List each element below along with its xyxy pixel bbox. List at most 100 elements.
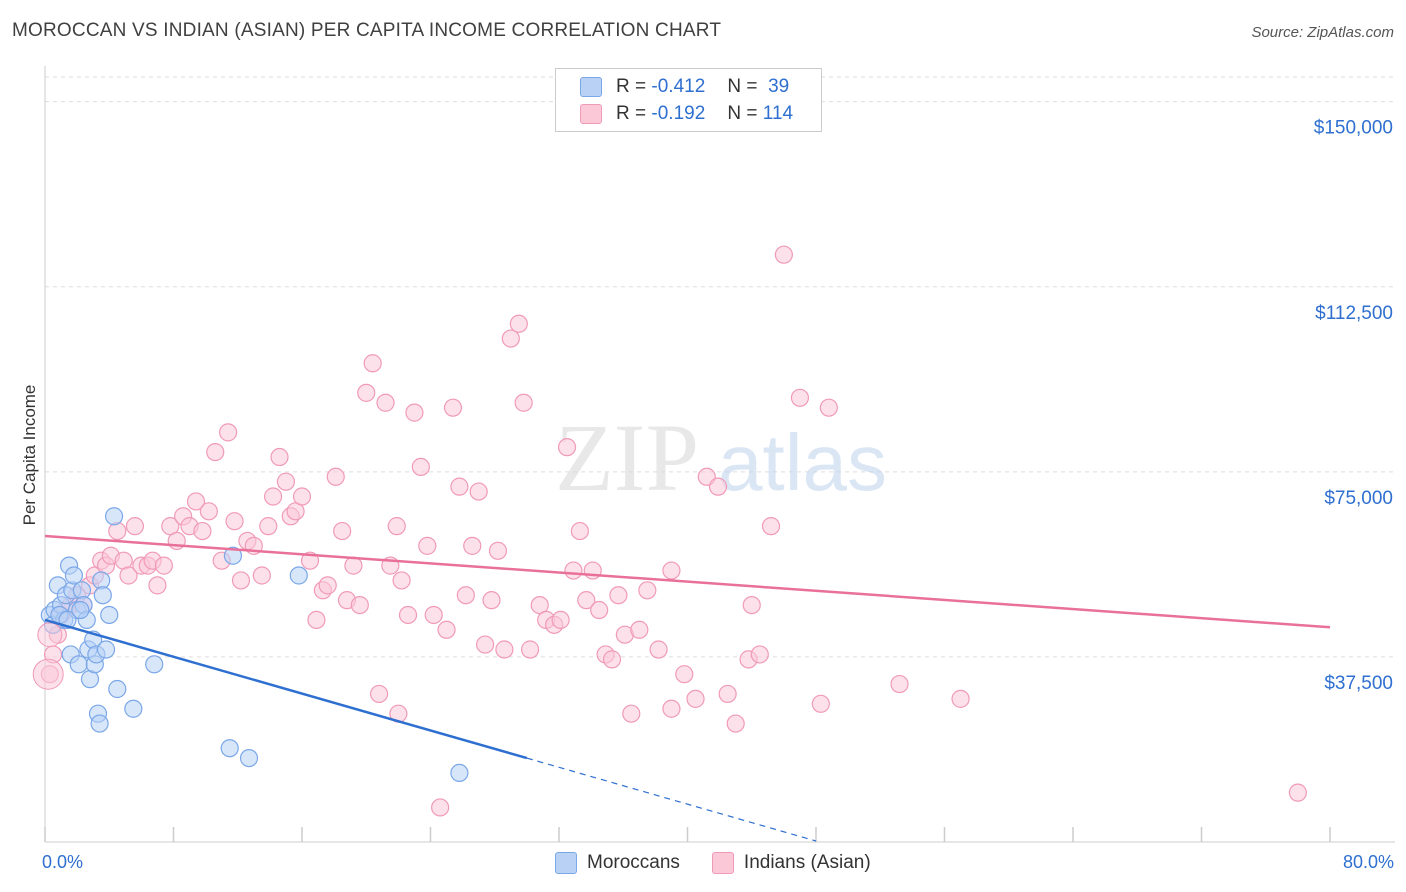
- moroccans-point: [124, 699, 143, 718]
- indians-point: [482, 591, 501, 610]
- trend-lines: [44, 534, 1331, 842]
- indians-point: [370, 684, 389, 704]
- indians-point: [774, 245, 793, 264]
- y-tick-label: $75,000: [1324, 488, 1393, 509]
- indians-point: [551, 610, 570, 630]
- indians-point: [662, 561, 681, 580]
- indians-point: [37, 622, 63, 648]
- indians-point: [350, 595, 369, 615]
- chart-title: MOROCCAN VS INDIAN (ASIAN) PER CAPITA IN…: [12, 20, 722, 41]
- indians-point: [557, 438, 577, 457]
- grid-lines: [45, 76, 1395, 658]
- indians-point: [686, 689, 705, 708]
- indians-point: [514, 393, 533, 412]
- indians-point: [630, 620, 649, 639]
- legend-r-value: -0.412: [651, 76, 706, 97]
- watermark-zip: ZIP: [555, 404, 699, 511]
- indians-point: [363, 354, 382, 373]
- indians-point: [520, 640, 540, 659]
- indians-point: [463, 536, 482, 555]
- indians-point: [761, 517, 781, 536]
- legend-item-moroccans: Moroccans: [555, 852, 680, 874]
- indians-point: [708, 477, 728, 496]
- indians-point: [890, 674, 909, 694]
- moroccans-point: [96, 640, 116, 659]
- indians-point: [495, 640, 514, 659]
- indians-point: [125, 517, 145, 536]
- moroccans-point: [93, 586, 112, 605]
- moroccans-point: [450, 763, 469, 783]
- moroccans-point: [239, 748, 259, 768]
- y-tick-label: $37,500: [1324, 673, 1393, 694]
- moroccans-point: [289, 566, 308, 585]
- x-tick-label-max: 80.0%: [1342, 852, 1394, 872]
- watermark-atlas: atlas: [718, 418, 887, 507]
- y-tick-label: $112,500: [1315, 303, 1393, 324]
- indians-point: [488, 541, 508, 560]
- indians-point: [564, 561, 583, 580]
- data-points: [32, 245, 1307, 817]
- source-label: Source: ZipAtlas.com: [1251, 24, 1394, 41]
- indians-point: [431, 798, 450, 817]
- indians-point: [590, 600, 609, 620]
- moroccans-point: [71, 600, 90, 620]
- correlation-legend: R = -0.412 N = 39 R = -0.192 N = 114: [555, 68, 822, 132]
- indians-point: [718, 684, 737, 704]
- moroccans-point: [108, 679, 127, 699]
- indians-point: [186, 492, 206, 511]
- indians-point: [424, 605, 443, 625]
- indians-point: [649, 640, 668, 659]
- indians-point: [119, 566, 138, 585]
- indians-point: [387, 517, 406, 536]
- indians-point: [154, 556, 173, 575]
- indians-point: [437, 620, 456, 639]
- moroccans-point: [90, 714, 109, 733]
- indians-point: [276, 472, 296, 491]
- indians-point: [357, 383, 376, 402]
- indians-point: [300, 551, 320, 570]
- indians-point: [231, 571, 251, 590]
- indians-point: [398, 605, 418, 625]
- moroccans-trend-line: [44, 618, 528, 760]
- indians-point: [675, 665, 694, 684]
- indians-point: [501, 329, 520, 348]
- indians-point: [1288, 783, 1307, 802]
- moroccans-point: [220, 739, 239, 758]
- indians-point: [638, 581, 657, 600]
- indians-point: [252, 566, 271, 585]
- indians-point: [750, 645, 769, 664]
- legend-item-indians: Indians (Asian): [711, 852, 871, 874]
- indians-point: [292, 487, 312, 506]
- indians-point: [405, 403, 424, 422]
- legend-r-value: -0.192: [651, 103, 706, 124]
- indians-point: [811, 694, 830, 713]
- indians-point: [509, 314, 528, 333]
- legend-label-indians: Indians (Asian): [743, 852, 871, 873]
- indians-point: [662, 699, 681, 718]
- indians-point: [259, 517, 278, 536]
- y-tick-label: $150,000: [1314, 118, 1393, 139]
- indians-point: [819, 398, 838, 417]
- indians-point: [376, 393, 395, 412]
- indians-point: [790, 388, 810, 407]
- legend-row-moroccans: R = -0.412 N = 39: [580, 75, 789, 99]
- indians-point: [148, 576, 167, 595]
- indians-point: [418, 536, 437, 555]
- indians-point: [951, 689, 970, 708]
- axes: [44, 66, 1395, 843]
- series-legend: Moroccans Indians (Asian): [555, 852, 903, 874]
- indians-point: [469, 482, 488, 501]
- legend-swatch-indians: [711, 852, 734, 874]
- indians-point: [622, 704, 641, 723]
- indians-point: [577, 591, 596, 610]
- indians-point: [333, 521, 352, 541]
- indians-point: [609, 586, 628, 605]
- indians-point: [476, 635, 495, 654]
- indians-point: [206, 442, 225, 462]
- indians-point: [450, 477, 469, 496]
- indians-point: [225, 512, 244, 531]
- legend-swatch-moroccans: [580, 77, 602, 97]
- legend-swatch-indians: [580, 104, 602, 124]
- indians-point: [270, 447, 289, 467]
- moroccans-point: [100, 605, 119, 625]
